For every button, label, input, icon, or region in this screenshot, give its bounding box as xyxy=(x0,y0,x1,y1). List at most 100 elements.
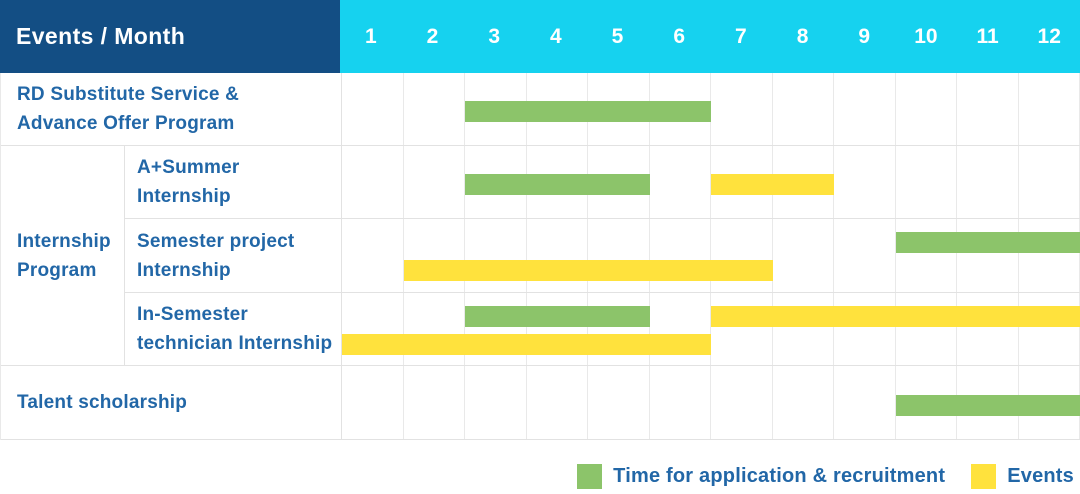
month-grid-column xyxy=(342,293,404,365)
recruitment-bar xyxy=(465,174,650,195)
row-label-in-semester-technician: In-Semester technician Internship xyxy=(125,293,341,365)
timeline-semester-project xyxy=(341,219,1080,292)
month-grid-column xyxy=(896,73,957,145)
month-header-12: 12 xyxy=(1037,24,1061,48)
month-grid-column xyxy=(957,73,1019,145)
month-grid-column xyxy=(465,293,527,365)
row-semester-project-internship: Semester project Internship xyxy=(125,219,1080,293)
recruitment-bar xyxy=(895,232,1080,253)
table-header: Events / Month 1 2 3 4 5 6 7 8 9 10 11 12 xyxy=(0,0,1080,73)
month-grid-column xyxy=(588,219,650,292)
row-label-a-plus-summer: A+Summer Internship xyxy=(125,146,341,218)
legend: Time for application & recruitment Event… xyxy=(577,464,1074,489)
month-grid-column xyxy=(773,366,834,439)
timeline-talent-scholarship xyxy=(341,366,1080,439)
row-in-semester-technician-internship: In-Semester technician Internship xyxy=(125,293,1080,366)
row-label-line: technician Internship xyxy=(137,333,333,354)
event-bar xyxy=(342,334,711,355)
legend-item-events: Events xyxy=(971,464,1074,489)
row-talent-scholarship: Talent scholarship xyxy=(1,366,1080,440)
month-grid-column xyxy=(404,293,465,365)
month-grid-column xyxy=(1019,219,1080,292)
month-header-9: 9 xyxy=(858,24,871,48)
row-a-plus-summer-internship: A+Summer Internship xyxy=(125,146,1080,219)
month-header-10: 10 xyxy=(914,24,938,48)
months-header: 1 2 3 4 5 6 7 8 9 10 11 12 xyxy=(340,0,1080,73)
month-header-11: 11 xyxy=(976,24,999,48)
month-grid-column xyxy=(957,146,1019,218)
row-label-talent-scholarship: Talent scholarship xyxy=(1,366,341,439)
month-grid-column xyxy=(650,293,711,365)
month-header-2: 2 xyxy=(426,24,439,48)
month-header-4: 4 xyxy=(550,24,562,48)
month-grid-column xyxy=(834,73,896,145)
row-label-line: A+Summer xyxy=(137,157,240,178)
row-label-line: Advance Offer Program xyxy=(17,113,235,134)
month-header-3: 3 xyxy=(488,24,501,48)
internship-program-rows: A+Summer Internship Semester project Inter… xyxy=(125,146,1080,366)
recruitment-bar xyxy=(465,306,650,327)
month-header-7: 7 xyxy=(735,24,747,48)
table-body: RD Substitute Service & Advance Offer Pro… xyxy=(0,73,1080,440)
month-header-8: 8 xyxy=(796,24,809,48)
month-grid-column xyxy=(650,146,711,218)
month-grid-column xyxy=(527,293,588,365)
row-label-line: RD Substitute Service & xyxy=(17,84,240,105)
month-grid-column xyxy=(773,293,834,365)
timeline-rd-substitute xyxy=(341,73,1080,145)
recruitment-bar xyxy=(465,101,711,122)
month-grid-column xyxy=(588,366,650,439)
event-bar xyxy=(711,174,834,195)
month-grid-column xyxy=(404,366,465,439)
month-grid-column xyxy=(527,366,588,439)
month-grid-column xyxy=(465,366,527,439)
month-grid-column xyxy=(834,366,896,439)
event-bar xyxy=(711,306,1080,327)
month-grid-column xyxy=(957,219,1019,292)
month-grid-column xyxy=(834,146,896,218)
group-label-internship-program: Internship Program xyxy=(1,146,125,366)
internship-program-group: Internship Program A+Summer Internship Sem… xyxy=(1,146,1080,366)
month-grid-column xyxy=(711,293,773,365)
month-grid-column xyxy=(465,219,527,292)
month-grid-column xyxy=(896,146,957,218)
month-grid-column xyxy=(957,293,1019,365)
month-header-6: 6 xyxy=(673,24,686,48)
row-label-line: Internship xyxy=(137,186,231,207)
month-grid-column xyxy=(342,366,404,439)
group-label-line: Internship xyxy=(17,230,111,252)
row-label-line: Internship xyxy=(137,259,231,281)
month-grid-column xyxy=(834,293,896,365)
recruitment-bar xyxy=(895,394,1080,416)
month-grid-column xyxy=(342,73,404,145)
row-label-rd-substitute: RD Substitute Service & Advance Offer Pro… xyxy=(1,73,341,145)
timeline-a-plus-summer xyxy=(341,146,1080,218)
month-grid-column xyxy=(896,293,957,365)
legend-label-recruitment: Time for application & recruitment xyxy=(613,465,946,487)
month-grid-column xyxy=(1019,293,1080,365)
month-grid-column xyxy=(896,219,957,292)
group-label-line: Program xyxy=(17,259,97,281)
month-header-5: 5 xyxy=(611,24,624,48)
month-grid-column xyxy=(711,73,773,145)
recruitment-swatch-icon xyxy=(577,464,603,489)
month-grid-column xyxy=(711,219,773,292)
row-rd-substitute: RD Substitute Service & Advance Offer Pro… xyxy=(1,73,1080,146)
month-grid-column xyxy=(711,366,773,439)
month-grid-column xyxy=(834,219,896,292)
month-grid-column xyxy=(404,219,465,292)
event-bar xyxy=(403,260,773,281)
month-header-1: 1 xyxy=(364,24,377,48)
month-grid-column xyxy=(527,219,588,292)
month-grid-column xyxy=(342,219,404,292)
row-label-line: In-Semester xyxy=(137,304,248,325)
month-grid-column xyxy=(404,73,465,145)
events-month-header: Events / Month xyxy=(0,0,340,73)
month-grid-column xyxy=(773,73,834,145)
month-grid-column xyxy=(1019,73,1080,145)
legend-item-recruitment: Time for application & recruitment xyxy=(577,464,945,489)
row-label-line: Talent scholarship xyxy=(17,392,188,413)
month-grid-column xyxy=(588,293,650,365)
events-swatch-icon xyxy=(971,464,997,489)
